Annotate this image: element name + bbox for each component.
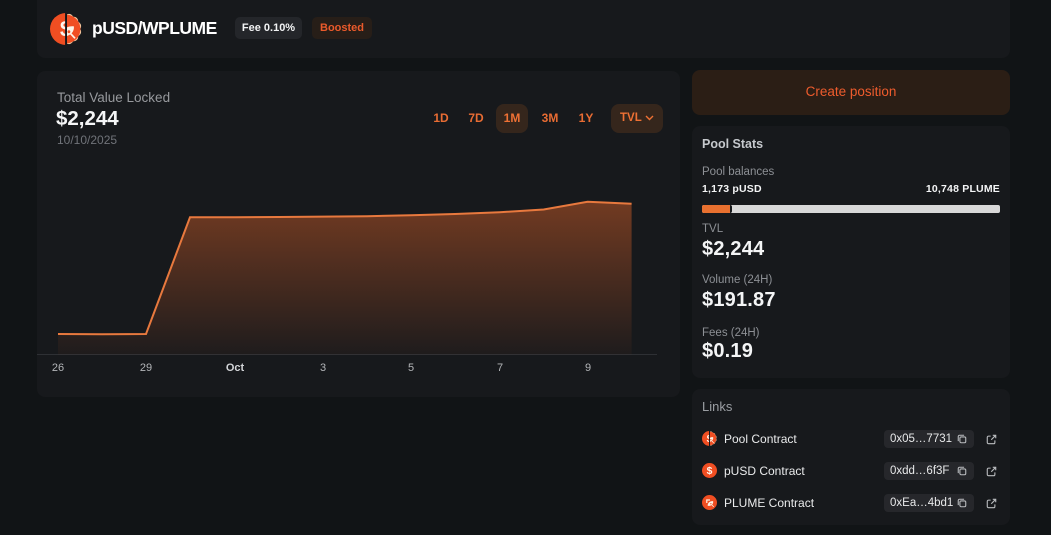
svg-text:3: 3 (320, 362, 326, 374)
svg-text:26: 26 (52, 362, 64, 374)
svg-text:5: 5 (408, 362, 414, 374)
svg-text:Oct: Oct (226, 362, 245, 374)
svg-text:29: 29 (140, 362, 152, 374)
svg-text:7: 7 (497, 362, 503, 374)
svg-text:9: 9 (585, 362, 591, 374)
